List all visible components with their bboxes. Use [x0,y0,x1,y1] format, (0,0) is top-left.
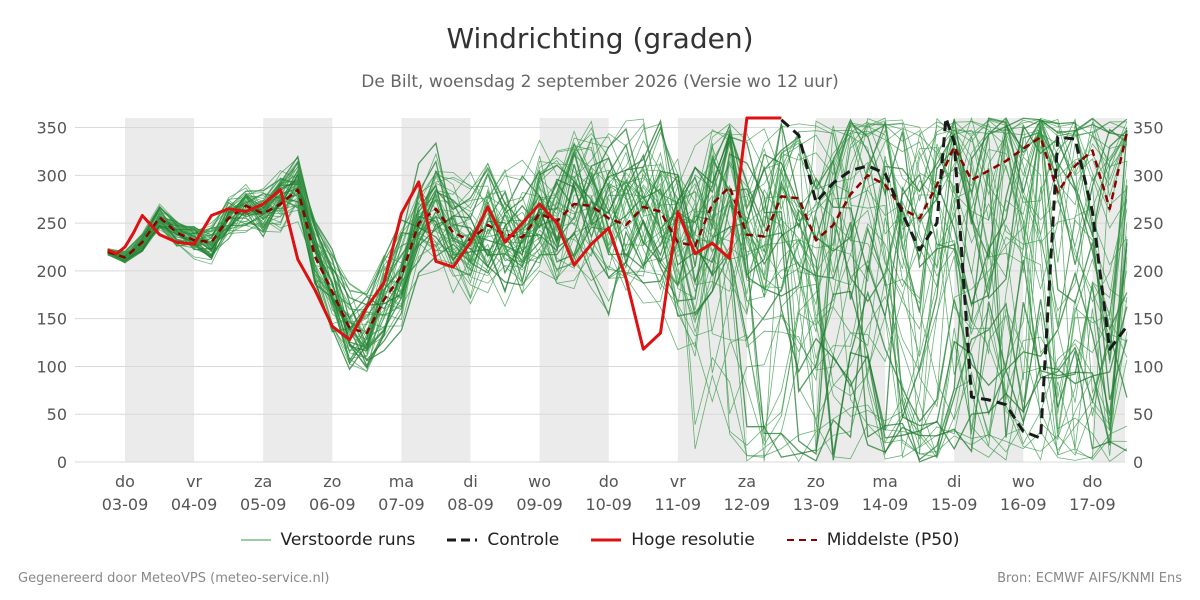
x-tick-date: 07-09 [378,495,425,514]
y-tick-label-right: 200 [1133,262,1164,281]
x-tick-day: za [738,472,756,491]
x-tick-day: do [599,472,619,491]
control-line [780,116,1129,440]
x-tick-day: do [115,472,135,491]
wind-direction-chart: 0 50 100 150 200 250 300 350 0 50 100 150 200 250 300… [36,116,1164,514]
x-tick-day: ma [389,472,414,491]
legend-item-members[interactable]: Verstoorde runs [240,530,416,550]
legend-control-swatch [447,538,478,542]
x-axis: do 03-09 vr 04-09 za 05-09 zo 06-09 ma 07-09 di 08-… [102,472,1116,514]
x-tick-day: wo [1012,472,1035,491]
x-tick-day: vr [670,472,686,491]
y-tick-label-left: 250 [36,214,67,233]
y-tick-label-right: 50 [1133,405,1153,424]
shaded-band [125,118,195,462]
ensemble-member-line [107,119,1127,381]
y-tick-label-left: 100 [36,357,67,376]
x-tick-day: zo [807,472,825,491]
y-tick-label-right: 0 [1133,453,1143,472]
footer-source: Bron: ECMWF AIFS/KNMI Ens [997,571,1182,586]
ensemble-member-line [107,121,1128,446]
y-axis-right: 0 50 100 150 200 250 300 350 [1133,119,1164,472]
ensemble-member-line [107,146,1128,455]
x-tick-day: ma [872,472,897,491]
legend-median-swatch [786,539,817,541]
legend-median-label: Middelste (P50) [826,530,960,550]
x-tick-date: 13-09 [793,495,840,514]
x-tick-day: zo [323,472,341,491]
y-tick-label-left: 0 [57,453,67,472]
y-tick-label-left: 350 [36,119,67,138]
x-tick-date: 03-09 [102,495,149,514]
ensemble-member-line [107,131,1127,455]
x-tick-date: 09-09 [516,495,563,514]
x-tick-date: 06-09 [309,495,356,514]
x-tick-date: 11-09 [655,495,702,514]
chart-title: Windrichting (graden) [446,22,754,55]
legend-item-hres[interactable]: Hoge resolutie [591,530,755,550]
ensemble-member-line [107,118,1128,381]
x-tick-date: 12-09 [724,495,771,514]
legend-item-median[interactable]: Middelste (P50) [786,530,960,550]
y-axis-left: 0 50 100 150 200 250 300 350 [36,119,67,472]
footer-credit: Gegenereerd door MeteoVPS (meteo-service… [18,571,330,586]
x-tick-date: 16-09 [1000,495,1047,514]
x-tick-date: 05-09 [240,495,287,514]
legend-control-label: Controle [487,530,560,550]
y-tick-label-left: 150 [36,310,67,329]
ensemble-member-line [107,139,1128,461]
x-tick-day: do [1082,472,1102,491]
x-tick-date: 15-09 [931,495,978,514]
legend: Verstoorde runs Controle Hoge resolutie … [0,530,1200,550]
legend-hres-label: Hoge resolutie [631,530,755,550]
y-tick-label-left: 50 [47,405,67,424]
y-tick-label-right: 250 [1133,214,1164,233]
x-tick-day: za [254,472,272,491]
legend-item-control[interactable]: Controle [447,530,559,550]
legend-members-label: Verstoorde runs [280,530,416,550]
chart-subtitle: De Bilt, woensdag 2 september 2026 (Vers… [361,72,839,92]
y-tick-label-right: 150 [1133,310,1164,329]
x-tick-day: wo [528,472,551,491]
y-tick-label-right: 300 [1133,166,1164,185]
main-series [107,116,1129,440]
x-tick-day: di [947,472,962,491]
x-tick-date: 04-09 [171,495,218,514]
ensemble-member-line [107,118,1128,458]
x-tick-date: 14-09 [862,495,909,514]
ensemble-member-line [107,117,1128,449]
ensemble-member-line [107,143,1128,453]
ensemble-member-line [107,122,1128,394]
ensemble-member-line [107,132,1128,427]
x-tick-date: 08-09 [447,495,494,514]
x-tick-date: 10-09 [585,495,632,514]
y-tick-label-left: 300 [36,166,67,185]
hres-line [107,116,782,351]
x-tick-day: vr [186,472,202,491]
x-tick-date: 17-09 [1069,495,1116,514]
ensemble-member-line [107,117,1128,305]
x-tick-day: di [463,472,478,491]
median-line [107,132,1129,335]
legend-hres-swatch [591,538,622,542]
ensemble-member-line [107,135,1128,452]
y-tick-label-right: 350 [1133,119,1164,138]
y-tick-label-left: 200 [36,262,67,281]
shaded-band [401,118,471,462]
y-tick-label-right: 100 [1133,357,1164,376]
legend-members-swatch [240,539,271,541]
